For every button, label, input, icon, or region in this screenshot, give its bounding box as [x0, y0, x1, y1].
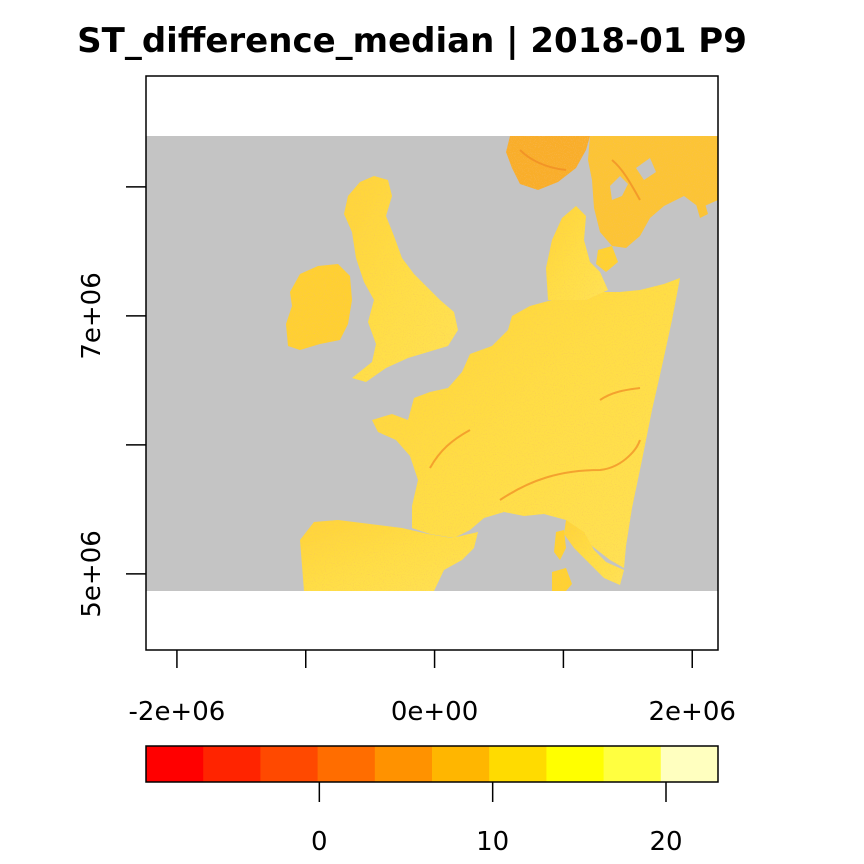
- legend-frame: [145, 745, 719, 783]
- legend-tick-label-1: 10: [476, 827, 509, 857]
- x-tick-label-4: 2e+06: [649, 697, 736, 727]
- legend-swatch-9: [660, 746, 719, 782]
- x-tick-label-0: -2e+06: [129, 697, 226, 727]
- x-axis: -2e+06 0e+00 2e+06: [129, 650, 736, 727]
- legend-swatch-2: [260, 746, 319, 782]
- map-title: ST_difference_median | 2018-01 P9: [77, 21, 747, 61]
- land-iberia: [300, 520, 478, 591]
- land-raster: [286, 136, 718, 591]
- land-gotland: [696, 200, 708, 218]
- land-denmark: [546, 206, 608, 300]
- land-ireland: [286, 264, 352, 350]
- x-tick-label-2: 0e+00: [391, 697, 478, 727]
- legend-swatch-7: [546, 746, 605, 782]
- color-legend: 0 10 20: [145, 745, 719, 857]
- land-italy: [564, 520, 624, 585]
- y-tick-label-2: 7e+06: [77, 272, 107, 359]
- legend-swatch-8: [603, 746, 662, 782]
- land-corsica: [554, 530, 566, 560]
- land-norway: [506, 136, 590, 190]
- legend-tick-label-0: 0: [311, 827, 328, 857]
- legend-swatch-6: [489, 746, 547, 782]
- legend-swatch-5: [432, 746, 490, 782]
- inland-lakes: [532, 158, 656, 528]
- land-sardinia: [552, 568, 572, 591]
- legend-tick-label-2: 20: [649, 827, 682, 857]
- map-panel: [146, 136, 718, 591]
- legend-swatch-0: [146, 746, 204, 782]
- y-tick-label-0: 5e+06: [77, 530, 107, 617]
- land-danish-islands: [596, 246, 618, 272]
- plot-frame: [145, 75, 719, 651]
- legend-swatch-3: [317, 746, 376, 782]
- y-axis: 5e+06 7e+06: [77, 186, 146, 618]
- land-continental-europe: [372, 278, 680, 568]
- title-left-crop: [0, 10, 58, 66]
- title-right-crop: [794, 10, 864, 66]
- terrain-streaks: [429, 149, 641, 501]
- legend-swatch-1: [203, 746, 261, 782]
- land-great-britain: [344, 176, 458, 382]
- legend-swatch-4: [374, 746, 433, 782]
- land-sweden: [588, 136, 718, 248]
